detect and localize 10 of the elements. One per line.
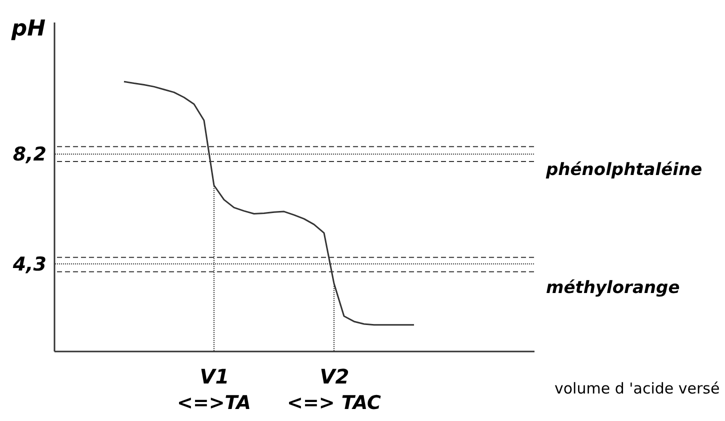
- y-axis-title: pH: [10, 16, 46, 42]
- text: <=>TA: [177, 392, 251, 414]
- y-tick-label: 8,2: [12, 144, 46, 166]
- ref-line-label: méthylorange: [546, 278, 680, 298]
- x-tick-label: V1: [200, 364, 230, 388]
- x-tick-label: V2: [320, 364, 350, 388]
- x-axis-title: volume d 'acide versé: [554, 380, 720, 398]
- y-tick-label: 4,3: [12, 253, 46, 276]
- text: <=> TAC: [287, 392, 382, 414]
- ref-line-label: phénolphtaléine: [545, 160, 702, 180]
